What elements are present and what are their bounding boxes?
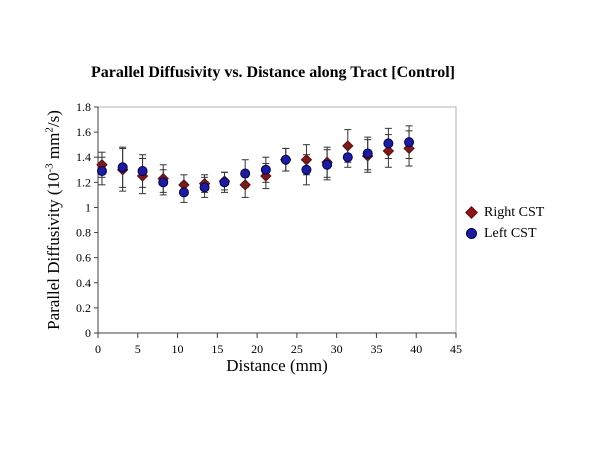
legend-entry-left-cst: Left CST bbox=[466, 223, 544, 244]
y-tick-label: 0 bbox=[85, 326, 91, 340]
legend-label-left-cst: Left CST bbox=[484, 225, 537, 241]
data-point-left-cst bbox=[137, 166, 148, 177]
y-tick-label: 0.8 bbox=[76, 226, 91, 240]
x-tick-label: 0 bbox=[95, 342, 101, 356]
x-tick-label: 20 bbox=[251, 342, 263, 356]
y-tick-label: 1 bbox=[85, 200, 91, 214]
x-axis-title: Distance (mm) bbox=[226, 356, 328, 375]
x-tick-label: 15 bbox=[211, 342, 223, 356]
x-tick-label: 35 bbox=[370, 342, 382, 356]
data-point-left-cst bbox=[240, 168, 251, 179]
y-tick-label: 0.2 bbox=[76, 301, 91, 315]
data-point-left-cst bbox=[117, 162, 128, 173]
y-tick-label: 1.8 bbox=[76, 100, 91, 114]
data-point-left-cst bbox=[342, 152, 353, 163]
data-point-left-cst bbox=[178, 187, 189, 198]
x-tick-label: 40 bbox=[410, 342, 422, 356]
y-tick-label: 0.4 bbox=[76, 276, 91, 290]
legend: Right CST Left CST bbox=[465, 202, 545, 244]
data-point-left-cst bbox=[219, 177, 230, 188]
data-point-left-cst bbox=[158, 177, 169, 188]
legend-entry-right-cst: Right CST bbox=[465, 202, 545, 223]
data-point-left-cst bbox=[301, 164, 312, 175]
x-tick-label: 25 bbox=[291, 342, 303, 356]
data-point-left-cst bbox=[362, 148, 373, 159]
x-tick-label: 45 bbox=[450, 342, 462, 356]
circle-marker-icon bbox=[466, 228, 477, 239]
data-point-left-cst bbox=[322, 159, 333, 170]
data-point-left-cst bbox=[280, 154, 291, 165]
plot-frame bbox=[97, 106, 457, 334]
diamond-marker-icon bbox=[465, 206, 478, 219]
y-tick-label: 1.2 bbox=[76, 175, 91, 189]
data-point-left-cst bbox=[96, 166, 107, 177]
legend-label-right-cst: Right CST bbox=[484, 204, 545, 220]
y-tick-label: 1.6 bbox=[76, 125, 91, 139]
x-tick-label: 5 bbox=[135, 342, 141, 356]
x-tick-label: 30 bbox=[331, 342, 343, 356]
data-point-left-cst bbox=[260, 164, 271, 175]
data-point-left-cst bbox=[404, 137, 415, 148]
data-point-left-cst bbox=[199, 182, 210, 193]
data-point-left-cst bbox=[383, 138, 394, 149]
y-tick-label: 1.4 bbox=[76, 150, 91, 164]
chart-title: Parallel Diffusivity vs. Distance along … bbox=[91, 64, 455, 81]
x-tick-label: 10 bbox=[172, 342, 184, 356]
y-tick-label: 0.6 bbox=[76, 251, 91, 265]
